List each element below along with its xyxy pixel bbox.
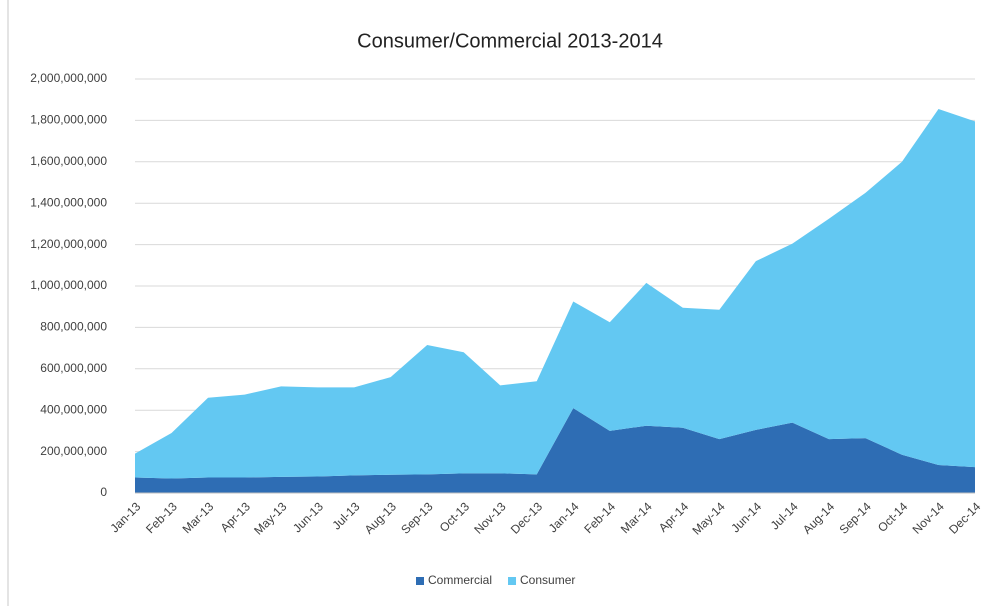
x-tick-label: Jun-13	[290, 499, 326, 535]
x-tick-label: Apr-13	[218, 499, 254, 535]
y-tick-label: 1,800,000,000	[30, 113, 107, 127]
y-tick-label: 1,200,000,000	[30, 237, 107, 251]
y-tick-label: 1,000,000,000	[30, 278, 107, 292]
x-tick-label: Sep-14	[837, 499, 874, 536]
legend-swatch	[416, 577, 424, 585]
legend-label: Commercial	[428, 573, 492, 587]
area	[135, 408, 975, 493]
x-tick-label: May-14	[690, 499, 728, 537]
x-tick-label: May-13	[251, 499, 289, 537]
y-tick-label: 400,000,000	[40, 402, 107, 416]
x-tick-label: Feb-13	[143, 499, 180, 536]
x-tick-label: Feb-14	[581, 499, 618, 536]
y-tick-label: 1,600,000,000	[30, 154, 107, 168]
y-tick-label: 2,000,000,000	[30, 71, 107, 85]
x-tick-label: Oct-14	[875, 499, 911, 535]
x-tick-label: Sep-13	[398, 499, 435, 536]
chart-title: Consumer/Commercial 2013-2014	[357, 30, 663, 52]
legend-swatch	[508, 577, 517, 585]
x-tick-label: Jun-14	[728, 499, 764, 535]
x-tick-label: Jan-13	[108, 499, 144, 535]
area	[135, 109, 975, 479]
x-tick-label: Jul-14	[768, 499, 801, 532]
x-tick-label: Jan-14	[546, 499, 582, 535]
x-tick-label: Apr-14	[656, 499, 692, 535]
x-tick-label: Aug-14	[800, 499, 837, 536]
x-tick-label: Jul-13	[329, 499, 362, 532]
y-tick-label: 600,000,000	[40, 361, 107, 375]
x-tick-label: Mar-13	[180, 499, 217, 536]
x-tick-label: Mar-14	[618, 499, 655, 536]
x-tick-label: Dec-14	[946, 499, 983, 536]
legend-label: Consumer	[520, 573, 575, 587]
x-tick-label: Dec-13	[508, 499, 545, 536]
x-tick-label: Nov-14	[910, 499, 947, 536]
x-tick-label: Oct-13	[437, 499, 473, 535]
y-tick-label: 200,000,000	[40, 444, 107, 458]
y-tick-label: 0	[100, 485, 107, 499]
x-tick-label: Nov-13	[471, 499, 508, 536]
y-tick-label: 800,000,000	[40, 320, 107, 334]
y-tick-label: 1,400,000,000	[30, 195, 107, 209]
x-tick-label: Aug-13	[362, 499, 399, 536]
